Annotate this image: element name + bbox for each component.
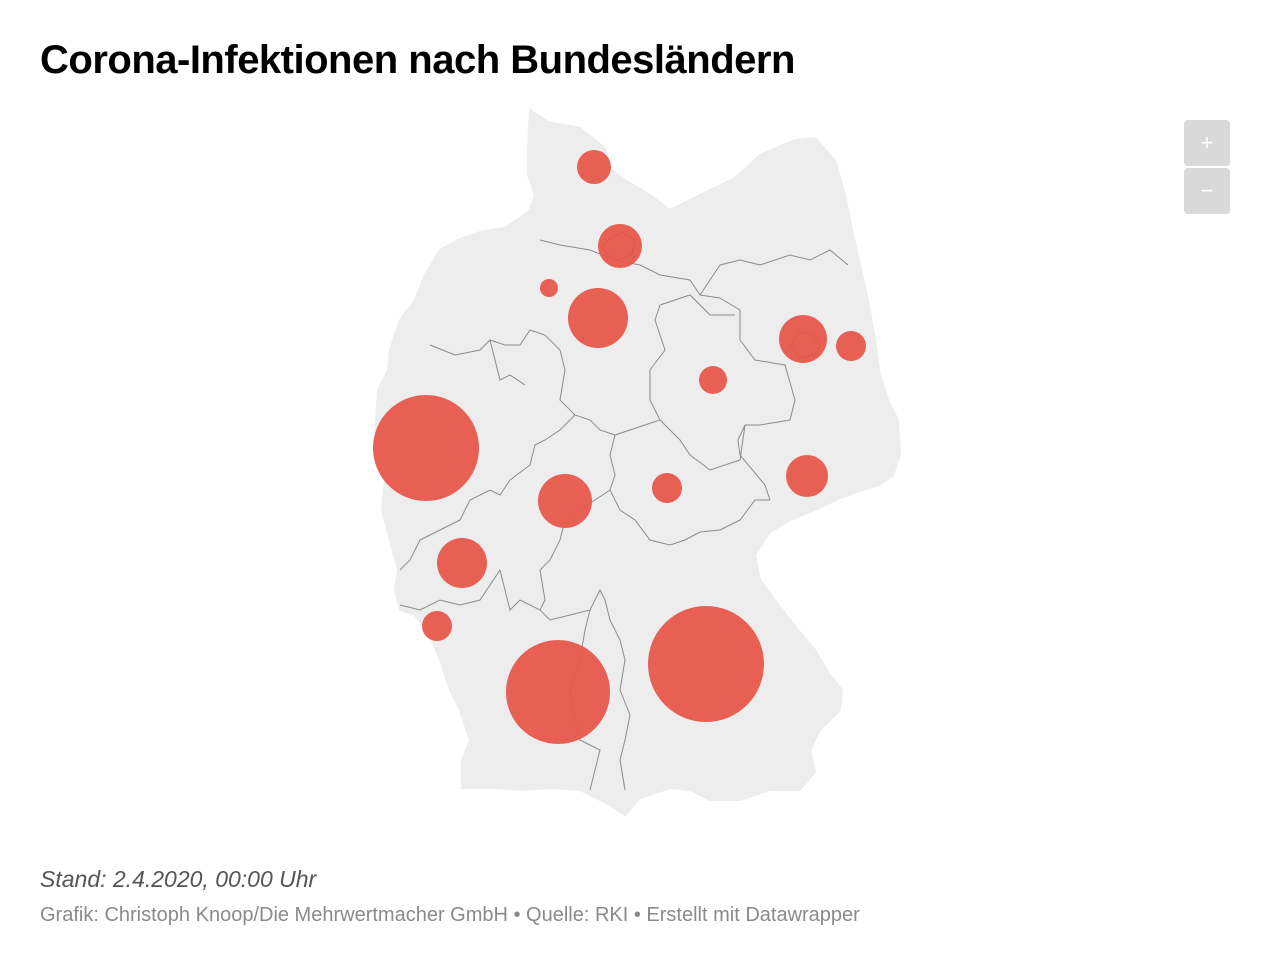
bubble-hessen[interactable] bbox=[538, 474, 592, 528]
bubble-layer[interactable] bbox=[373, 150, 866, 744]
bubble-bayern[interactable] bbox=[648, 606, 764, 722]
bubble-baden-wuerttemberg[interactable] bbox=[506, 640, 610, 744]
bubble-berlin[interactable] bbox=[779, 315, 827, 363]
bubble-saarland[interactable] bbox=[422, 611, 452, 641]
source-credit: Grafik: Christoph Knoop/Die Mehrwertmach… bbox=[40, 904, 860, 926]
bubble-hamburg[interactable] bbox=[598, 224, 642, 268]
chart-title: Corona-Infektionen nach Bundesländern bbox=[40, 38, 795, 82]
bubble-nordrhein-westfalen[interactable] bbox=[373, 395, 479, 501]
map-container[interactable] bbox=[0, 100, 1280, 840]
bubble-brandenburg[interactable] bbox=[836, 331, 866, 361]
germany-map[interactable] bbox=[0, 100, 1280, 840]
zoom-in-button[interactable]: + bbox=[1184, 120, 1230, 166]
germany-outline bbox=[373, 108, 902, 817]
bubble-sachsen[interactable] bbox=[786, 455, 828, 497]
bubble-bremen[interactable] bbox=[540, 279, 558, 297]
bubble-sachsen-anhalt[interactable] bbox=[699, 366, 727, 394]
bubble-schleswig-holstein[interactable] bbox=[577, 150, 611, 184]
zoom-out-button[interactable]: − bbox=[1184, 168, 1230, 214]
stand-note: Stand: 2.4.2020, 00:00 Uhr bbox=[40, 866, 317, 892]
bubble-thueringen[interactable] bbox=[652, 473, 682, 503]
bubble-rheinland-pfalz[interactable] bbox=[437, 538, 487, 588]
bubble-niedersachsen[interactable] bbox=[568, 288, 628, 348]
